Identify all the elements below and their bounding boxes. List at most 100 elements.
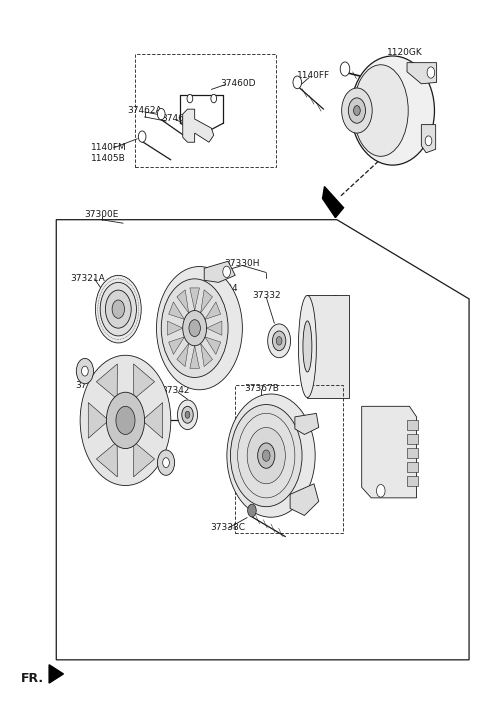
Ellipse shape xyxy=(303,321,312,372)
Polygon shape xyxy=(177,290,189,313)
Circle shape xyxy=(342,88,372,133)
Ellipse shape xyxy=(161,279,228,378)
Circle shape xyxy=(276,337,282,345)
Circle shape xyxy=(157,108,165,119)
Circle shape xyxy=(263,450,270,461)
Bar xyxy=(407,476,418,486)
Circle shape xyxy=(106,290,131,328)
Text: 37462A: 37462A xyxy=(127,106,162,115)
Polygon shape xyxy=(168,337,184,354)
Circle shape xyxy=(82,366,88,376)
Text: 37460D: 37460D xyxy=(220,79,255,88)
Polygon shape xyxy=(190,346,200,368)
Polygon shape xyxy=(205,302,221,320)
Polygon shape xyxy=(190,288,200,310)
Text: 37342: 37342 xyxy=(161,386,190,395)
Bar xyxy=(135,54,276,167)
Circle shape xyxy=(293,76,301,88)
Polygon shape xyxy=(290,484,319,515)
Text: 37338C: 37338C xyxy=(211,523,246,532)
Circle shape xyxy=(96,275,141,343)
Text: 37300E: 37300E xyxy=(84,210,119,219)
Text: 1120GK: 1120GK xyxy=(387,47,422,57)
Text: FR.: FR. xyxy=(21,672,44,685)
Ellipse shape xyxy=(227,394,315,518)
Circle shape xyxy=(183,310,206,346)
Text: 1140FM: 1140FM xyxy=(91,144,127,153)
Ellipse shape xyxy=(230,404,302,507)
Text: 37370B: 37370B xyxy=(246,410,281,419)
Circle shape xyxy=(354,105,360,115)
Polygon shape xyxy=(133,442,155,477)
Text: 37330H: 37330H xyxy=(225,259,260,268)
Circle shape xyxy=(268,324,290,358)
Circle shape xyxy=(178,400,198,430)
Text: 37334: 37334 xyxy=(209,284,238,293)
Polygon shape xyxy=(362,407,417,498)
Circle shape xyxy=(185,411,190,419)
Ellipse shape xyxy=(351,56,434,165)
Text: 37332: 37332 xyxy=(252,291,280,300)
Polygon shape xyxy=(96,442,117,477)
Bar xyxy=(407,448,418,457)
Circle shape xyxy=(163,457,169,467)
Polygon shape xyxy=(183,109,214,142)
Circle shape xyxy=(138,131,146,142)
Text: 37340E: 37340E xyxy=(75,381,109,390)
Polygon shape xyxy=(323,187,344,218)
Polygon shape xyxy=(421,124,436,153)
Polygon shape xyxy=(142,402,163,438)
Circle shape xyxy=(112,300,124,318)
Text: 37321A: 37321A xyxy=(70,274,105,283)
Bar xyxy=(307,296,349,397)
Circle shape xyxy=(211,94,216,103)
Circle shape xyxy=(76,358,94,384)
Polygon shape xyxy=(88,402,109,438)
Circle shape xyxy=(116,407,135,435)
Circle shape xyxy=(182,407,193,423)
Polygon shape xyxy=(49,665,63,683)
Polygon shape xyxy=(168,321,183,335)
Text: 37390B: 37390B xyxy=(361,436,396,445)
Ellipse shape xyxy=(156,267,242,390)
Polygon shape xyxy=(133,364,155,399)
Circle shape xyxy=(427,67,435,78)
Circle shape xyxy=(348,98,365,123)
Polygon shape xyxy=(204,262,235,282)
Ellipse shape xyxy=(353,65,408,156)
Circle shape xyxy=(187,94,193,103)
Text: 37463: 37463 xyxy=(161,115,190,124)
Circle shape xyxy=(247,428,285,484)
Polygon shape xyxy=(295,414,319,435)
Circle shape xyxy=(100,282,136,336)
Polygon shape xyxy=(407,63,437,84)
Ellipse shape xyxy=(299,296,316,397)
Bar xyxy=(407,420,418,430)
Polygon shape xyxy=(201,290,213,313)
Bar xyxy=(407,462,418,472)
Circle shape xyxy=(248,504,256,517)
Ellipse shape xyxy=(80,355,171,486)
Bar xyxy=(407,434,418,443)
Polygon shape xyxy=(206,321,222,335)
Circle shape xyxy=(107,392,144,448)
Polygon shape xyxy=(168,302,184,320)
Text: 37367B: 37367B xyxy=(244,383,279,392)
Polygon shape xyxy=(201,344,213,366)
Polygon shape xyxy=(56,220,469,660)
Circle shape xyxy=(258,443,275,468)
Ellipse shape xyxy=(326,296,344,397)
Text: 1140FF: 1140FF xyxy=(298,71,331,80)
Bar xyxy=(235,385,343,533)
Polygon shape xyxy=(96,364,117,399)
Circle shape xyxy=(376,484,385,497)
Circle shape xyxy=(189,320,200,337)
Circle shape xyxy=(425,136,432,146)
Circle shape xyxy=(273,331,286,351)
Circle shape xyxy=(157,450,175,475)
Polygon shape xyxy=(205,337,221,354)
Circle shape xyxy=(340,62,350,76)
Circle shape xyxy=(223,266,230,277)
Text: 11405B: 11405B xyxy=(91,154,126,163)
Polygon shape xyxy=(177,344,189,366)
